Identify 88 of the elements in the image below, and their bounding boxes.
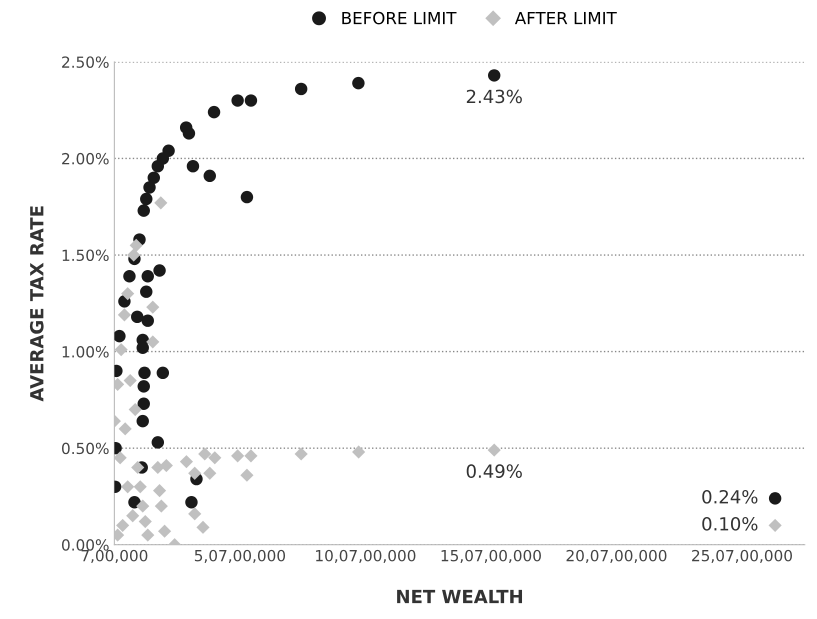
x-tick-label: 25,07,00,000 (692, 550, 792, 563)
point (196, 520, 210, 534)
y-tick-label: 1.50% (62, 249, 109, 262)
point (131, 310, 144, 324)
point (142, 270, 154, 282)
y-axis-title: AVERAGE TAX RATE (30, 206, 44, 402)
point (185, 496, 198, 508)
point (140, 192, 152, 206)
point (152, 484, 166, 498)
point (124, 374, 137, 388)
point (114, 330, 126, 342)
point (352, 445, 366, 459)
point (126, 509, 140, 522)
point (146, 335, 160, 349)
data-label: 0.49% (466, 464, 522, 478)
point (156, 366, 170, 380)
point (188, 507, 202, 520)
point (121, 287, 134, 300)
point (154, 500, 168, 513)
point (116, 518, 130, 532)
data-label: 0.10% (702, 516, 758, 531)
point (136, 414, 149, 428)
point (140, 286, 152, 298)
point (151, 460, 164, 474)
point (114, 451, 127, 464)
point (127, 248, 140, 262)
point (131, 460, 144, 474)
point (488, 444, 501, 457)
point (121, 480, 134, 494)
point (294, 82, 308, 96)
point (180, 455, 194, 468)
point (208, 451, 222, 464)
point (118, 422, 132, 436)
point (142, 314, 154, 327)
point (152, 160, 164, 172)
point (203, 466, 216, 480)
legend-label: AFTER LIMIT (514, 12, 617, 24)
y-tick-label: 2.00% (62, 152, 109, 164)
x-axis-title: NET WEALTH (397, 590, 522, 604)
point (130, 238, 143, 252)
point (768, 492, 782, 505)
data-label: 2.43% (466, 90, 522, 104)
point (231, 449, 244, 462)
x-tick-label: 10,07,00,000 (316, 550, 416, 563)
point (138, 204, 150, 217)
y-tick-label: 0.00% (62, 539, 109, 551)
point (240, 468, 254, 482)
point (152, 436, 164, 449)
point (198, 447, 212, 461)
point (208, 106, 220, 118)
point (136, 500, 150, 513)
point (138, 398, 150, 410)
point (138, 366, 151, 380)
point (768, 518, 782, 532)
y-tick-label: 1.00% (62, 346, 109, 358)
point (204, 170, 216, 182)
point (134, 480, 147, 494)
point (231, 94, 244, 107)
point (128, 402, 142, 416)
point (188, 466, 202, 480)
point (118, 308, 132, 322)
point (182, 127, 196, 140)
point (158, 524, 172, 538)
x-tick-label: 15,07,00,000 (442, 550, 541, 563)
point (186, 160, 200, 172)
point (138, 514, 152, 528)
point (244, 449, 258, 462)
y-tick-label: 0.50% (62, 442, 109, 454)
point (240, 190, 254, 204)
point (244, 94, 258, 107)
point (153, 264, 166, 277)
point (123, 270, 136, 282)
point (146, 300, 160, 314)
x-tick-label: 20,07,00,000 (566, 550, 666, 563)
legend-label: BEFORE LIMIT (342, 12, 457, 24)
point (141, 528, 154, 542)
point (488, 69, 500, 82)
x-tick-label: 7,00,000 (82, 550, 148, 563)
point (148, 172, 160, 184)
point (143, 181, 156, 194)
point (114, 343, 128, 356)
data-label: 0.24% (702, 490, 758, 504)
x-tick-label: 5,07,00,000 (194, 550, 286, 563)
point (138, 380, 150, 393)
point (352, 76, 365, 90)
point (154, 196, 168, 210)
point (294, 447, 308, 461)
y-tick-label: 2.50% (62, 56, 109, 68)
